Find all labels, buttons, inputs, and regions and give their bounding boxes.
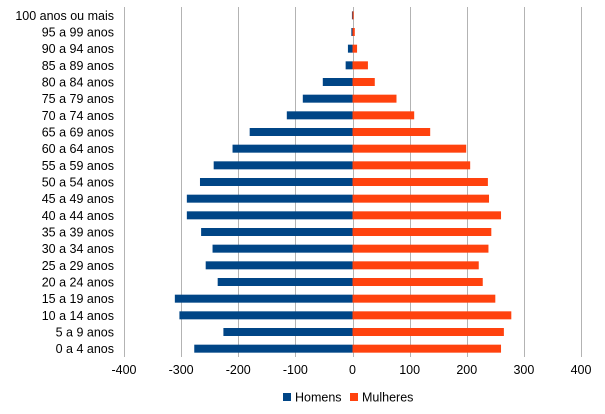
bar-homens-0 [194,344,353,353]
x-tick-label: 0 [349,363,356,377]
bar-homens-12 [232,144,353,153]
x-axis-tick-labels: -400 -300 -200 -100 0 100 200 300 400 [111,363,591,377]
bar-mulheres-14 [352,111,415,120]
bars-layer [174,11,512,353]
category-label: 40 a 44 anos [42,209,114,223]
category-label: 100 anos ou mais [15,9,114,23]
category-label: 50 a 54 anos [42,176,114,190]
bar-mulheres-2 [352,311,512,320]
category-label: 85 a 89 anos [42,59,114,73]
bar-homens-10 [199,178,353,186]
category-label: 35 a 39 anos [42,226,114,240]
bar-mulheres-1 [352,328,504,336]
x-tick-label: -300 [169,363,194,377]
bar-homens-17 [345,61,353,70]
x-tick-label: 300 [513,363,534,377]
category-label: 60 a 64 anos [42,142,114,156]
legend-swatch-homens [283,393,291,401]
bar-mulheres-5 [352,261,479,270]
category-label: 0 a 4 anos [56,342,114,356]
category-label: 75 a 79 anos [42,92,114,106]
bar-homens-16 [322,78,353,86]
bar-mulheres-4 [352,278,483,286]
bar-mulheres-17 [352,61,368,70]
bar-homens-11 [213,161,353,170]
bar-homens-7 [201,228,353,236]
bar-homens-19 [351,28,353,36]
bar-homens-9 [186,194,353,203]
category-label: 55 a 59 anos [42,159,114,173]
bar-mulheres-9 [352,194,490,203]
bar-homens-3 [174,294,353,303]
category-label: 10 a 14 anos [42,309,114,323]
bar-mulheres-16 [352,78,375,86]
category-label: 45 a 49 anos [42,192,114,206]
bar-homens-1 [223,328,353,336]
bar-homens-13 [249,128,353,136]
x-tick-label: 200 [456,363,477,377]
category-label: 65 a 69 anos [42,126,114,140]
category-label: 70 a 74 anos [42,109,114,123]
bar-mulheres-10 [352,178,488,186]
x-tick-label: -200 [226,363,251,377]
bar-mulheres-11 [352,161,471,170]
x-tick-label: 400 [571,363,592,377]
category-label: 95 a 99 anos [42,26,114,40]
category-label: 25 a 29 anos [42,259,114,273]
bar-homens-4 [217,278,353,286]
category-label: 90 a 94 anos [42,42,114,56]
x-tick-label: 100 [399,363,420,377]
bar-mulheres-8 [352,211,502,220]
bar-mulheres-0 [352,344,502,353]
bar-mulheres-12 [352,144,467,153]
bar-homens-2 [179,311,353,320]
x-tick-label: -400 [111,363,136,377]
category-label: 20 a 24 anos [42,276,114,290]
category-label: 5 a 9 anos [56,326,114,340]
category-label: 30 a 34 anos [42,242,114,256]
category-labels: 0 a 4 anos 5 a 9 anos 10 a 14 anos 15 a 19 … [15,9,114,356]
bar-mulheres-15 [352,94,397,103]
category-label: 15 a 19 anos [42,292,114,306]
bar-mulheres-19 [352,28,355,36]
bar-homens-20 [351,11,353,20]
bar-mulheres-13 [352,128,431,136]
bar-homens-15 [302,94,353,103]
bar-homens-18 [347,44,353,53]
bar-mulheres-7 [352,228,492,236]
bar-mulheres-3 [352,294,496,303]
legend-label-mulheres: Mulheres [362,391,413,405]
legend-label-homens: Homens [295,391,342,405]
bar-homens-8 [186,211,353,220]
legend-swatch-mulheres [350,393,358,401]
bar-mulheres-18 [352,44,358,53]
legend: Homens Mulheres [283,391,413,405]
bar-homens-14 [286,111,353,120]
bar-mulheres-6 [352,244,489,253]
category-label: 80 a 84 anos [42,76,114,90]
bar-homens-5 [205,261,353,270]
bar-mulheres-20 [352,11,354,20]
bar-homens-6 [212,244,353,253]
x-tick-label: -100 [283,363,308,377]
